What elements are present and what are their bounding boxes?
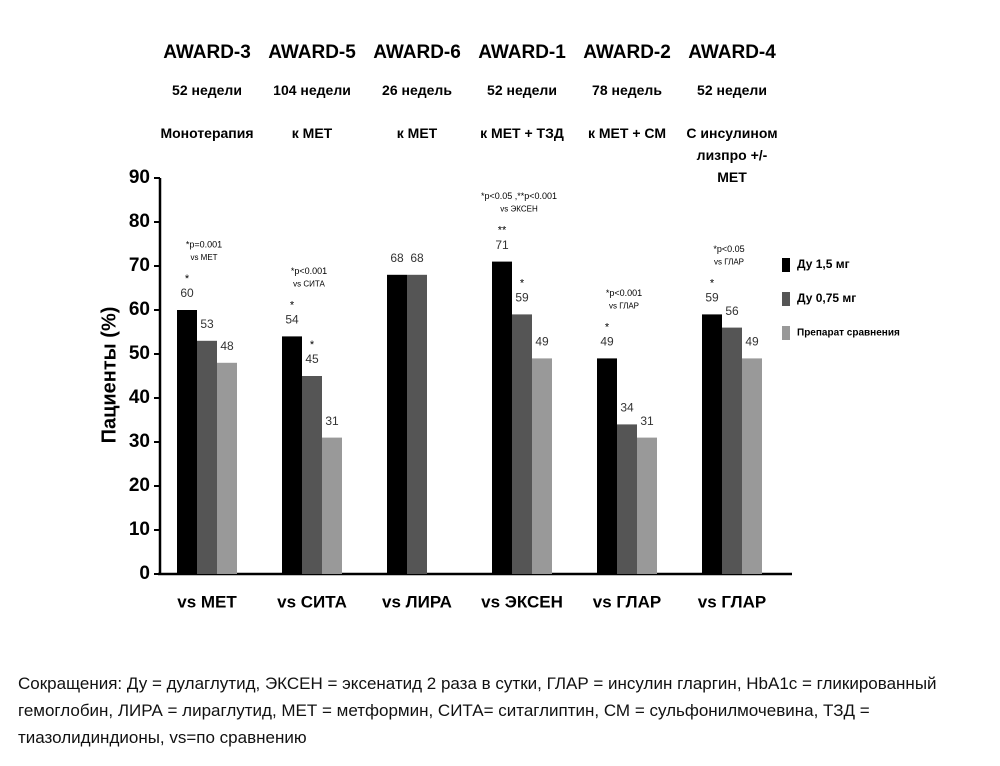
y-axis-label: Пациенты (%) bbox=[98, 307, 120, 444]
study-duration: 52 недели bbox=[697, 82, 767, 98]
study-title: AWARD-5 bbox=[268, 42, 356, 63]
study-therapy: С инсулином лизпро +/- МЕТ bbox=[686, 125, 778, 185]
study-duration: 78 недель bbox=[592, 82, 662, 98]
bar bbox=[637, 437, 657, 574]
bar bbox=[702, 314, 722, 574]
bar bbox=[322, 437, 342, 574]
significance-note: vs МЕТ bbox=[190, 253, 217, 262]
y-tick-label: 30 bbox=[129, 431, 150, 452]
significance-marker: * bbox=[310, 339, 315, 351]
bar bbox=[492, 261, 512, 574]
value-label: 31 bbox=[325, 414, 339, 428]
significance-marker: * bbox=[185, 273, 190, 285]
bar bbox=[197, 340, 217, 574]
value-label: 31 bbox=[640, 414, 654, 428]
value-label: 56 bbox=[725, 304, 739, 318]
footnote: Сокращения: Ду = дулаглутид, ЭКСЕН = экс… bbox=[18, 674, 937, 747]
value-label: 49 bbox=[535, 335, 549, 349]
y-tick-label: 0 bbox=[139, 563, 150, 584]
bar bbox=[302, 376, 322, 574]
significance-note: *p<0.001 bbox=[606, 288, 642, 298]
y-tick-label: 90 bbox=[129, 167, 150, 188]
study-title: AWARD-1 bbox=[478, 42, 566, 63]
study-therapy: к МЕТ bbox=[291, 125, 333, 141]
x-tick-label: vs ГЛАР bbox=[593, 592, 661, 611]
significance-note: vs ЭКСЕН bbox=[500, 205, 538, 214]
y-tick-label: 60 bbox=[129, 299, 150, 320]
legend-swatch bbox=[782, 258, 790, 272]
bar bbox=[532, 358, 552, 574]
value-label: 49 bbox=[745, 335, 759, 349]
significance-marker: * bbox=[605, 321, 610, 333]
value-label: 34 bbox=[620, 401, 634, 415]
y-tick-label: 10 bbox=[129, 519, 150, 540]
value-label: 48 bbox=[220, 339, 234, 353]
study-title: AWARD-6 bbox=[373, 42, 461, 63]
significance-note: vs ГЛАР bbox=[609, 302, 639, 311]
study-therapy: к МЕТ + СМ bbox=[588, 125, 666, 141]
bar bbox=[387, 274, 407, 574]
study-therapy: к МЕТ bbox=[396, 125, 438, 141]
value-label: 49 bbox=[600, 335, 614, 349]
study-duration: 52 недели bbox=[487, 82, 557, 98]
significance-note: *p<0.001 bbox=[291, 266, 327, 276]
bar bbox=[617, 424, 637, 574]
x-tick-label: vs ЛИРА bbox=[382, 592, 452, 611]
bar bbox=[177, 310, 197, 574]
legend-swatch bbox=[782, 292, 790, 306]
x-tick-label: vs МЕТ bbox=[177, 592, 237, 611]
value-label: 54 bbox=[285, 313, 299, 327]
y-tick-label: 20 bbox=[129, 475, 150, 496]
value-label: 60 bbox=[180, 286, 194, 300]
bar bbox=[217, 362, 237, 574]
study-duration: 52 недели bbox=[172, 82, 242, 98]
significance-note: *p<0.05 bbox=[713, 244, 744, 254]
value-label: 45 bbox=[305, 352, 319, 366]
value-label: 53 bbox=[200, 317, 214, 331]
bar bbox=[742, 358, 762, 574]
legend-label: Препарат сравнения bbox=[797, 328, 900, 339]
bar bbox=[722, 327, 742, 574]
value-label: 71 bbox=[495, 238, 509, 252]
significance-marker: * bbox=[710, 277, 715, 289]
bar bbox=[407, 274, 427, 574]
significance-marker: * bbox=[520, 277, 525, 289]
study-title: AWARD-4 bbox=[688, 42, 776, 63]
legend-label: Ду 0,75 мг bbox=[797, 291, 856, 305]
bar bbox=[512, 314, 532, 574]
significance-marker: ** bbox=[498, 225, 507, 237]
significance-note: *p=0.001 bbox=[186, 239, 222, 249]
study-duration: 26 недель bbox=[382, 82, 452, 98]
study-title: AWARD-3 bbox=[163, 42, 251, 63]
y-tick-label: 40 bbox=[129, 387, 150, 408]
y-tick-label: 80 bbox=[129, 211, 150, 232]
legend-swatch bbox=[782, 326, 790, 340]
legend-label: Ду 1,5 мг bbox=[797, 257, 850, 271]
y-tick-label: 70 bbox=[129, 255, 150, 276]
significance-note: *p<0.05 ,**p<0.001 bbox=[481, 191, 557, 201]
y-tick-label: 50 bbox=[129, 343, 150, 364]
study-therapy: к МЕТ + ТЗД bbox=[480, 125, 564, 141]
value-label: 68 bbox=[390, 251, 404, 265]
value-label: 68 bbox=[410, 251, 424, 265]
bar bbox=[597, 358, 617, 574]
x-tick-label: vs СИТА bbox=[277, 592, 347, 611]
bar bbox=[282, 336, 302, 574]
significance-note: vs ГЛАР bbox=[714, 258, 744, 267]
value-label: 59 bbox=[515, 291, 529, 305]
value-label: 59 bbox=[705, 291, 719, 305]
study-title: AWARD-2 bbox=[583, 42, 671, 63]
significance-note: vs СИТА bbox=[293, 280, 325, 289]
x-tick-label: vs ГЛАР bbox=[698, 592, 766, 611]
significance-marker: * bbox=[290, 299, 295, 311]
x-tick-label: vs ЭКСЕН bbox=[481, 592, 563, 611]
study-therapy: Монотерапия bbox=[160, 125, 254, 141]
study-duration: 104 недели bbox=[273, 82, 351, 98]
